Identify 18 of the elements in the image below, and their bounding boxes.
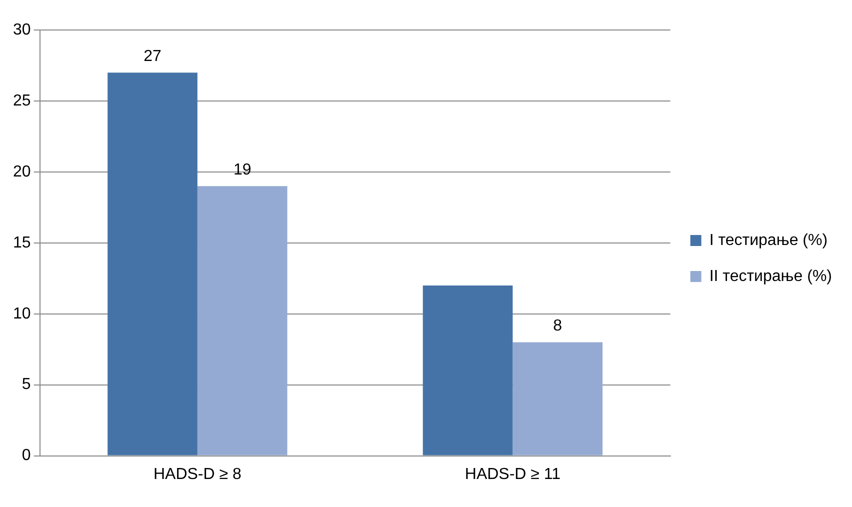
bar — [512, 342, 603, 456]
legend-label: II тестирање (%) — [709, 268, 832, 285]
y-tick-label: 0 — [22, 447, 31, 464]
x-tick-label: HADS-D ≥ 8 — [153, 466, 242, 483]
data-label: 8 — [553, 318, 562, 335]
data-label: 19 — [233, 162, 252, 179]
bar — [197, 186, 288, 456]
data-label: 27 — [144, 48, 162, 65]
bar — [108, 72, 198, 456]
legend-label: I тестирање (%) — [709, 232, 828, 249]
y-tick-label: 5 — [22, 376, 31, 394]
y-tick-label: 20 — [13, 163, 31, 180]
bar — [422, 285, 513, 456]
y-tick-label: 15 — [13, 234, 31, 252]
y-tick-label: 30 — [13, 21, 31, 38]
x-tick-label: HADS-D ≥ 11 — [464, 466, 561, 483]
y-tick-label: 10 — [13, 305, 31, 322]
y-tick-label: 25 — [13, 92, 31, 110]
